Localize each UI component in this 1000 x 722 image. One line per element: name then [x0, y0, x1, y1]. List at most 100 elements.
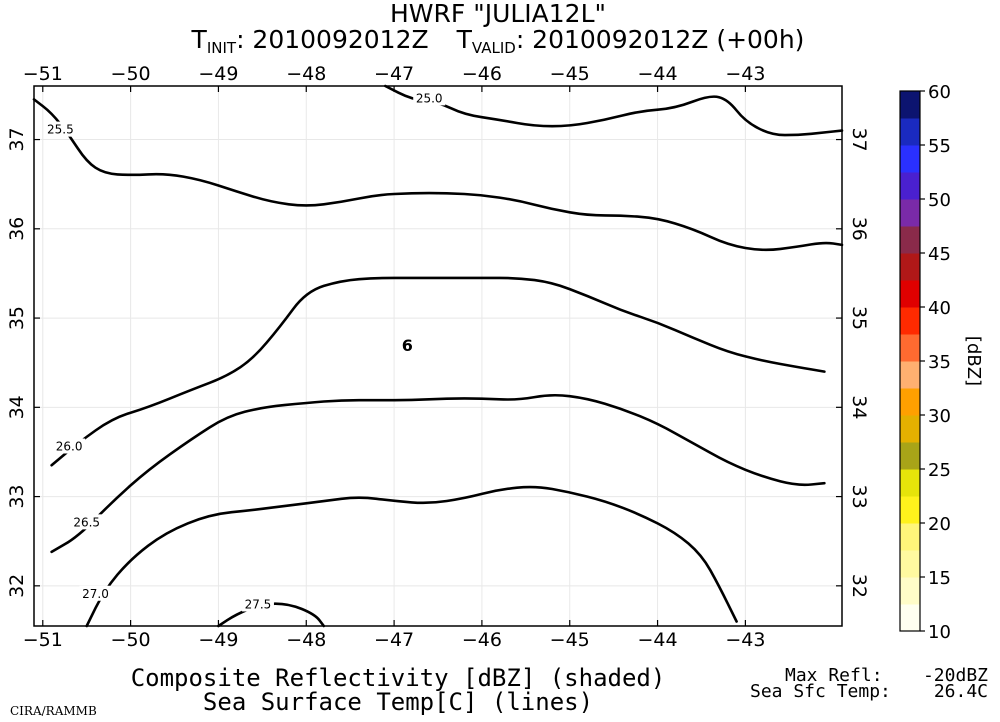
x-tick-label-bottom: −46 [462, 629, 502, 651]
x-tick-label-bottom: −45 [550, 629, 590, 651]
t-valid-prefix: T [456, 25, 473, 54]
y-tick-label-left: 35 [6, 306, 28, 330]
y-tick-label-left: 33 [6, 484, 28, 508]
colorbar-segment [900, 226, 920, 254]
contour-label-bg [70, 514, 103, 530]
x-tick-label-top: −45 [550, 63, 590, 85]
plot-background [34, 86, 842, 626]
colorbar-tick-label: 10 [928, 622, 951, 643]
credit: CIRA/RAMMB [10, 704, 97, 718]
y-tick-label-right: 33 [848, 484, 870, 508]
colorbar-segment [900, 415, 920, 443]
x-tick-label-top: −50 [111, 63, 151, 85]
contour-label-bg [53, 438, 86, 454]
y-tick-label-left: 36 [6, 217, 28, 241]
colorbar-segment [900, 388, 920, 416]
y-axis-ticks: 32 32 33 33 34 34 35 35 36 36 37 37 [6, 127, 870, 597]
sst-label: Sea Sfc Temp: [750, 681, 891, 702]
y-tick-label-right: 32 [848, 574, 870, 598]
y-tick-label-left: 34 [6, 395, 28, 419]
colorbar-segment [900, 91, 920, 119]
contour-label-bg [241, 596, 274, 612]
colorbar-label: [dBZ] [963, 336, 984, 386]
t-init-sub: INIT [207, 39, 237, 57]
colorbar-segment [900, 118, 920, 146]
colorbar-segment [900, 604, 920, 632]
colorbar-segment [900, 523, 920, 551]
contour-label-bg [44, 121, 77, 137]
contour-label: 26.5 [73, 515, 100, 529]
footer-line-2: Sea Surface Temp[C] (lines) [203, 688, 593, 716]
time-header: TINIT: 2010092012Z TVALID: 2010092012Z (+… [191, 25, 805, 57]
t-valid-value: : 2010092012Z (+00h) [516, 25, 805, 54]
colorbar-tick-label: 45 [928, 244, 951, 265]
contour-label-bg [413, 90, 446, 106]
contour-line-27-0 [85, 485, 738, 628]
contour-line-26-5 [50, 393, 826, 554]
contour-label: 26.0 [56, 439, 83, 453]
chart-title: HWRF "JULIA12L" [390, 0, 606, 28]
x-tick-label-bottom: −47 [374, 629, 414, 651]
y-tick-label-left: 32 [6, 574, 28, 598]
y-tick-label-left: 37 [6, 127, 28, 151]
contour-label: 25.5 [47, 123, 74, 137]
x-tick-label-top: −44 [638, 63, 678, 85]
max-refl-label: Max Refl: [785, 665, 883, 686]
colorbar-segment [900, 334, 920, 362]
t-init-value: : 2010092012Z [236, 25, 429, 54]
colorbar-tick-label: 50 [928, 190, 951, 211]
x-tick-label-bottom: −50 [111, 629, 151, 651]
contour-label: 27.0 [82, 587, 109, 601]
max-refl-value: -20dBZ [923, 665, 988, 686]
x-tick-label-top: −51 [23, 63, 63, 85]
colorbar-segment [900, 307, 920, 335]
colorbar-segment [900, 550, 920, 578]
x-tick-label-bottom: −51 [23, 629, 63, 651]
contour-label-bg [79, 585, 112, 601]
contour-line-25-5 [32, 98, 844, 252]
sst-contour-labels: 25.0 25.5 26.0 26.5 27.0 27.5 [44, 90, 446, 612]
y-tick-label-right: 36 [848, 217, 870, 241]
t-valid-sub: VALID [472, 39, 516, 57]
colorbar-tick-label: 20 [928, 514, 951, 535]
colorbar-segment [900, 280, 920, 308]
colorbar-tick-label: 40 [928, 298, 951, 319]
contour-label: 27.5 [245, 597, 272, 611]
colorbar: 10 15 20 25 30 35 40 45 50 55 60 [dBZ] [899, 82, 984, 643]
y-tick-label-right: 37 [848, 127, 870, 151]
gridlines [34, 86, 842, 626]
contour-line-26-0 [50, 276, 826, 467]
colorbar-tick-label: 60 [928, 82, 951, 103]
x-tick-label-bottom: −44 [638, 629, 678, 651]
x-tick-label-bottom: −48 [286, 629, 326, 651]
colorbar-tick-label: 35 [928, 352, 951, 373]
sst-value: 26.4C [934, 681, 988, 702]
colorbar-segment [900, 442, 920, 470]
footer-line-1: Composite Reflectivity [dBZ] (shaded) [131, 664, 666, 692]
sst-contours [32, 84, 844, 628]
y-tick-label-right: 35 [848, 306, 870, 330]
colorbar-segment [900, 172, 920, 200]
colorbar-segment [900, 469, 920, 497]
x-tick-label-top: −48 [286, 63, 326, 85]
x-tick-label-bottom: −49 [198, 629, 238, 651]
colorbar-tick-label: 55 [928, 136, 951, 157]
colorbar-segment [900, 199, 920, 227]
x-axis-ticks: −51 −51 −50 −50 −49 −49 −48 −48 −47 −47 −46 −46 −45 −… [23, 63, 766, 651]
x-tick-label-top: −49 [198, 63, 238, 85]
y-tick-label-right: 34 [848, 395, 870, 419]
x-tick-label-top: −43 [725, 63, 765, 85]
x-tick-label-bottom: −43 [725, 629, 765, 651]
colorbar-segment [900, 496, 920, 524]
t-init-prefix: T [191, 25, 208, 54]
plot-frame [33, 85, 843, 627]
x-tick-label-top: −46 [462, 63, 502, 85]
colorbar-tick-label: 30 [928, 406, 951, 427]
colorbar-segment [900, 577, 920, 605]
x-tick-label-top: −47 [374, 63, 414, 85]
contour-label: 25.0 [416, 91, 443, 105]
storm-symbol: 6 [402, 336, 413, 355]
plot-area: 25.0 25.5 26.0 26.5 27.0 27.5 6 [32, 84, 844, 628]
colorbar-segment [900, 145, 920, 173]
